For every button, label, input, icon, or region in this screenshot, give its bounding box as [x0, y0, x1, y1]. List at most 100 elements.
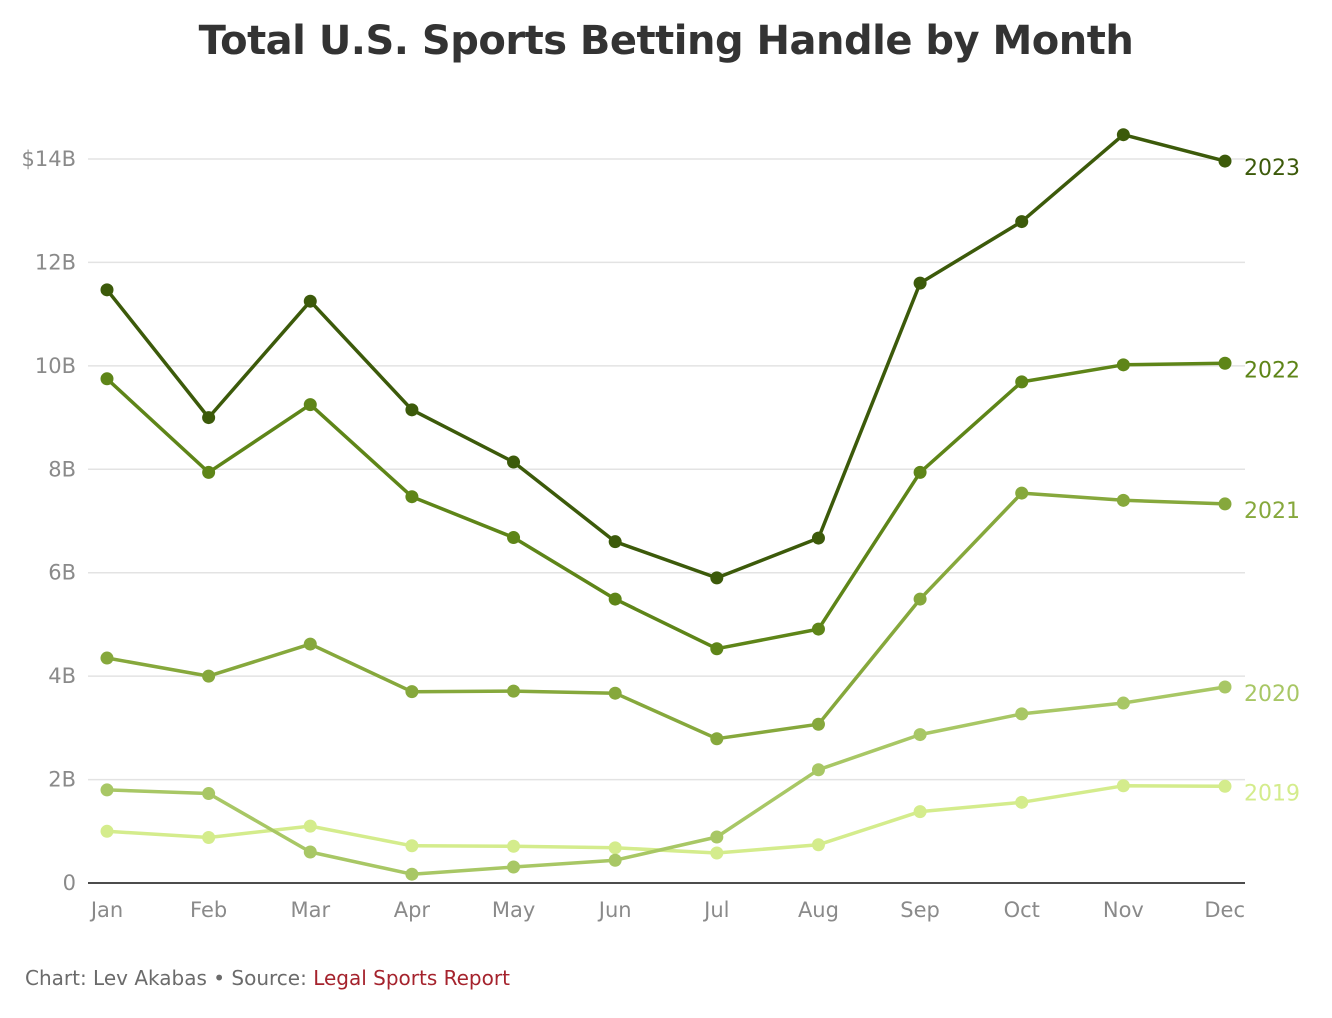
source-link[interactable]: Legal Sports Report — [313, 966, 510, 990]
data-point — [1015, 375, 1029, 389]
data-point — [608, 592, 622, 606]
y-tick-label: 6B — [48, 561, 76, 585]
data-point — [202, 411, 216, 425]
data-point — [1015, 215, 1029, 229]
data-point — [303, 819, 317, 833]
data-point — [913, 276, 927, 290]
data-point — [811, 717, 825, 731]
data-point — [1218, 680, 1232, 694]
data-point — [100, 372, 114, 386]
data-point — [1116, 493, 1130, 507]
data-point — [405, 685, 419, 699]
series-2019 — [100, 779, 1232, 860]
data-point — [1218, 779, 1232, 793]
data-point — [1116, 128, 1130, 142]
data-point — [811, 531, 825, 545]
data-point — [303, 637, 317, 651]
data-point — [405, 490, 419, 504]
data-point — [811, 763, 825, 777]
data-point — [1015, 795, 1029, 809]
series-2020 — [100, 680, 1232, 881]
data-point — [202, 830, 216, 844]
series-label-2023: 2023 — [1244, 156, 1300, 181]
x-tick-label: Oct — [1004, 898, 1040, 922]
series-label-2019: 2019 — [1244, 781, 1300, 806]
data-point — [507, 860, 521, 874]
data-point — [202, 669, 216, 683]
data-point — [507, 684, 521, 698]
series-label-2021: 2021 — [1244, 499, 1300, 524]
data-point — [303, 294, 317, 308]
data-point — [913, 728, 927, 742]
data-point — [710, 571, 724, 585]
data-point — [202, 787, 216, 801]
series-line — [105, 784, 1227, 855]
x-tick-label: Nov — [1103, 898, 1144, 922]
data-point — [1015, 486, 1029, 500]
data-point — [811, 838, 825, 852]
x-tick-label: Sep — [900, 898, 940, 922]
data-point — [710, 846, 724, 860]
data-point — [811, 622, 825, 636]
x-tick-label: Jan — [89, 898, 123, 922]
data-point — [1218, 497, 1232, 511]
chart-footer: Chart: Lev Akabas • Source: Legal Sports… — [25, 966, 510, 990]
series-line — [105, 132, 1227, 580]
series-2021 — [100, 486, 1232, 746]
data-point — [405, 867, 419, 881]
data-point — [202, 465, 216, 479]
data-point — [710, 830, 724, 844]
data-point — [913, 592, 927, 606]
data-point — [1116, 779, 1130, 793]
data-point — [1015, 707, 1029, 721]
series-group — [100, 128, 1232, 881]
y-tick-label: $14B — [22, 147, 77, 171]
y-axis: 0 2B 4B 6B 8B 10B 12B $14B — [22, 147, 77, 895]
series-label-2020: 2020 — [1244, 682, 1300, 707]
data-point — [100, 651, 114, 665]
series-line — [105, 491, 1227, 741]
data-point — [303, 845, 317, 859]
data-point — [405, 403, 419, 417]
data-point — [1116, 696, 1130, 710]
data-point — [608, 686, 622, 700]
y-tick-label: 8B — [48, 457, 76, 481]
y-tick-label: 0 — [63, 871, 76, 895]
y-tick-label: 12B — [35, 250, 76, 274]
chart-credit: Chart: Lev Akabas • Source: — [25, 966, 314, 990]
x-tick-label: Feb — [190, 898, 227, 922]
y-tick-label: 10B — [35, 354, 76, 378]
data-point — [710, 732, 724, 746]
x-tick-label: Mar — [290, 898, 330, 922]
data-point — [710, 642, 724, 656]
data-point — [1218, 356, 1232, 370]
data-point — [100, 783, 114, 797]
series-labels: 2019 2020 2021 2022 2023 — [1244, 156, 1300, 806]
data-point — [100, 824, 114, 838]
data-point — [913, 805, 927, 819]
series-2022 — [100, 356, 1232, 656]
y-tick-label: 4B — [48, 664, 76, 688]
data-point — [405, 839, 419, 853]
x-tick-label: Dec — [1204, 898, 1245, 922]
x-tick-label: Apr — [394, 898, 431, 922]
data-point — [1218, 154, 1232, 168]
data-point — [507, 839, 521, 853]
series-label-2022: 2022 — [1244, 358, 1300, 383]
data-point — [1116, 358, 1130, 372]
x-tick-label: Jul — [702, 898, 729, 922]
series-line — [105, 361, 1227, 651]
data-point — [100, 283, 114, 297]
data-point — [608, 853, 622, 867]
x-tick-label: Jun — [597, 898, 632, 922]
series-line — [105, 685, 1227, 876]
data-point — [303, 398, 317, 412]
x-tick-label: May — [492, 898, 535, 922]
data-point — [608, 535, 622, 549]
y-tick-label: 2B — [48, 768, 76, 792]
chart-title: Total U.S. Sports Betting Handle by Mont… — [198, 18, 1134, 64]
data-point — [507, 531, 521, 545]
data-point — [608, 841, 622, 855]
data-point — [913, 465, 927, 479]
